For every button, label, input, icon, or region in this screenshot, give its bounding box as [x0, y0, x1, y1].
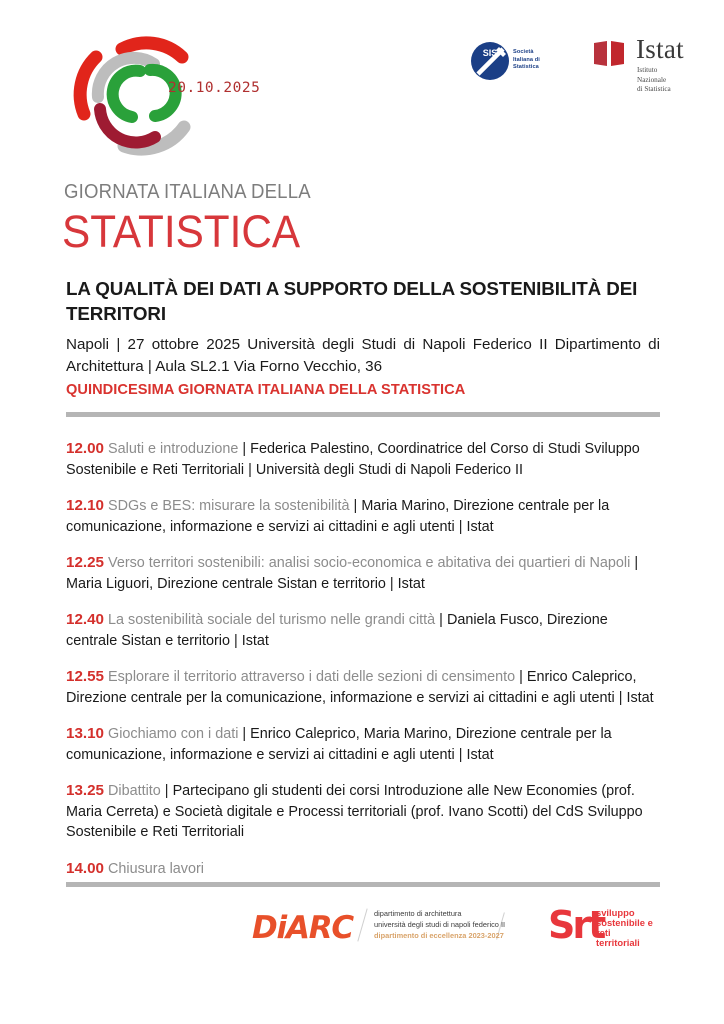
srt-wordmark: Srt: [548, 903, 606, 947]
program-item: 12.00 Saluti e introduzione | Federica P…: [66, 439, 660, 480]
event-subtitle: QUINDICESIMA GIORNATA ITALIANA DELLA STA…: [66, 382, 466, 398]
diarc-line3: dipartimento di eccellenza 2023-2027: [374, 931, 504, 940]
diarc-logo: DiARC dipartimento di architettura unive…: [252, 906, 514, 950]
program-time: 14.00: [66, 859, 105, 877]
program-time: 12.00: [66, 440, 105, 457]
program-separator: |: [630, 555, 639, 571]
program-talk: SDGs e BES: misurare la sostenibilità: [108, 498, 350, 514]
sis-badge-icon: SIS: [471, 42, 509, 80]
diarc-wordmark: DiARC: [252, 910, 354, 946]
sis-logo: SIS Società Italiana di Statistica: [470, 41, 562, 89]
program-talk: Giochiamo con i dati: [108, 726, 239, 742]
event-logo: 20.10.2025 GIORNATA ITALIANA DELLA STATI…: [62, 24, 311, 264]
program-speaker: Federica Palestino, Coordinatrice del Co…: [66, 441, 640, 478]
program-separator: |: [238, 441, 251, 457]
srt-line3: reti: [596, 926, 611, 938]
page-title: LA QUALITÀ DEI DATI A SUPPORTO DELLA SOS…: [66, 278, 638, 324]
event-logo-line1: GIORNATA ITALIANA DELLA: [64, 181, 311, 203]
svg-text:SIS: SIS: [483, 48, 498, 58]
program-speaker: Daniela Fusco, Direzione centrale Sistan…: [66, 612, 608, 649]
program-item: 12.55 Esplorare il territorio attraverso…: [66, 667, 660, 708]
program-talk: Esplorare il territorio attraverso i dat…: [108, 669, 516, 685]
sis-line2: Italiana di: [513, 56, 540, 63]
divider-bottom: [66, 882, 660, 887]
program-time: 12.10: [66, 497, 105, 514]
program-talk: Verso territori sostenibili: analisi soc…: [108, 555, 631, 571]
footer: DiARC dipartimento di architettura unive…: [0, 898, 724, 958]
program-time: 12.40: [66, 611, 105, 628]
program-separator: |: [349, 498, 362, 514]
sis-line1: Società: [513, 49, 534, 55]
srt-line4: territoriali: [596, 936, 640, 948]
content-area: LA QUALITÀ DEI DATI A SUPPORTO DELLA SOS…: [66, 276, 660, 879]
srt-line2: sostenibile e: [596, 916, 653, 928]
srt-logo: Srt sviluppo sostenibile e reti territor…: [548, 904, 688, 952]
program-talk: Saluti e introduzione: [108, 441, 239, 457]
statistics-day-ring-icon: [73, 36, 191, 156]
program-talk: Chiusura lavori: [108, 860, 204, 877]
srt-logo-text: sviluppo sostenibile e reti territoriali: [596, 908, 653, 948]
header: 20.10.2025 GIORNATA ITALIANA DELLA STATI…: [0, 0, 724, 268]
program-item: 14.00 Chiusura lavori: [66, 859, 660, 880]
program-time: 12.55: [66, 668, 105, 685]
program-talk: La sostenibilità sociale del turismo nel…: [108, 612, 436, 628]
program-talk: Dibattito: [108, 783, 161, 799]
diarc-line1: dipartimento di architettura: [374, 909, 462, 918]
program-item: 13.25 Dibattito | Partecipano gli studen…: [66, 781, 660, 843]
program-item: 13.10 Giochiamo con i dati | Enrico Cale…: [66, 724, 660, 765]
program-separator: |: [160, 783, 173, 799]
diarc-slash-decoration: [357, 908, 368, 942]
program-speaker: Enrico Caleprico, Direzione centrale per…: [66, 669, 654, 706]
program-item: 12.25 Verso territori sostenibili: anali…: [66, 553, 660, 594]
diarc-line2: università degli studi di napoli federic…: [374, 920, 506, 929]
istat-sub-line1: Istituto Nazionale: [637, 66, 667, 84]
program-separator: |: [435, 612, 447, 628]
istat-sub-line2: di Statistica: [637, 85, 671, 93]
program-item: 12.10 SDGs e BES: misurare la sostenibil…: [66, 496, 660, 537]
venue-line: Napoli | 27 ottobre 2025 Università degl…: [66, 336, 660, 375]
istat-wordmark: Istat: [636, 34, 684, 64]
istat-subtitle: Istituto Nazionale di Statistica: [637, 66, 688, 95]
sis-logo-text: Società Italiana di Statistica: [513, 49, 540, 72]
program-time: 13.10: [66, 725, 105, 742]
program-separator: |: [238, 726, 251, 742]
istat-logo: Istat Istituto Nazionale di Statistica: [592, 34, 688, 93]
program-speaker: Enrico Caleprico, Maria Marino, Direzion…: [66, 726, 612, 763]
program-separator: |: [515, 669, 527, 685]
program-time: 12.25: [66, 554, 105, 571]
srt-line1: sviluppo: [596, 907, 635, 918]
event-date-badge: 20.10.2025: [168, 80, 261, 96]
event-logo-line2: STATISTICA: [62, 206, 301, 257]
program-list: 12.00 Saluti e introduzione | Federica P…: [66, 439, 660, 879]
divider-top: [66, 412, 660, 417]
program-time: 13.25: [66, 782, 105, 799]
program-speaker: Partecipano gli studenti dei corsi Intro…: [66, 783, 643, 840]
program-speaker: Maria Liguori, Direzione centrale Sistan…: [66, 575, 425, 592]
program-item: 12.40 La sostenibilità sociale del turis…: [66, 610, 660, 651]
program-speaker: Maria Marino, Direzione centrale per la …: [66, 498, 610, 535]
istat-books-icon: [594, 41, 624, 66]
sis-line3: Statistica: [513, 64, 539, 71]
